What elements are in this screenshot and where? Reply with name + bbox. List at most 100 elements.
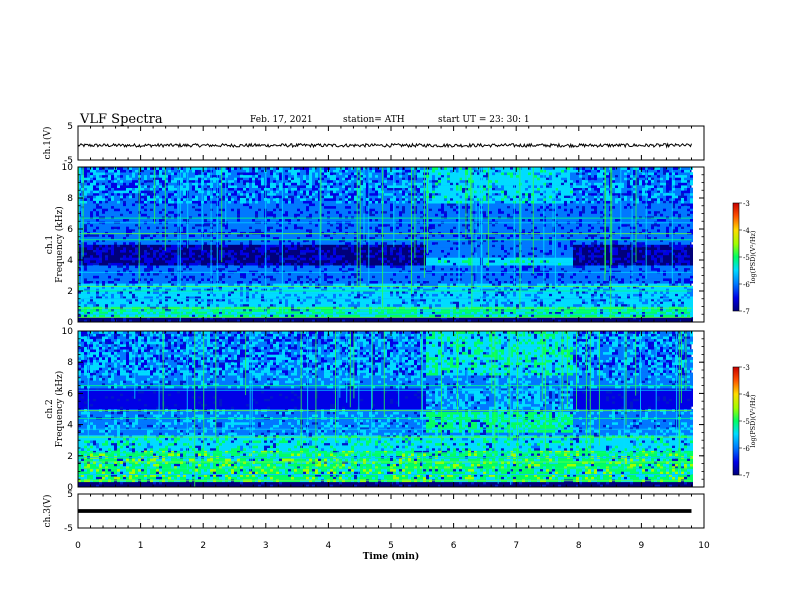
spectrogram-cell — [306, 234, 309, 238]
spectrogram-cell — [126, 174, 129, 178]
spectrogram-cell — [342, 174, 345, 178]
spectrogram-cell — [180, 208, 183, 212]
spectrogram-cell — [234, 174, 237, 178]
spectrogram-cell — [252, 223, 255, 227]
spectrogram-cell — [96, 265, 99, 269]
spectrogram-cell — [252, 257, 255, 261]
spectrogram-cell — [243, 167, 246, 170]
spectrogram-cell — [222, 288, 225, 292]
spectrogram-cell — [111, 200, 114, 204]
spectrogram-cell — [192, 265, 195, 269]
spectrogram-cell — [204, 198, 207, 201]
spectrogram-cell — [213, 303, 216, 307]
spectrogram-cell — [330, 213, 333, 217]
spectrogram-cell — [345, 301, 348, 305]
spectrogram-cell — [261, 293, 264, 297]
spectrogram-cell — [231, 198, 234, 201]
spectrogram-cell — [162, 174, 165, 178]
spectrogram-cell — [339, 254, 342, 258]
spectrogram-cell — [288, 301, 291, 305]
spectrogram-cell — [162, 280, 165, 284]
spectrogram-cell — [171, 311, 174, 315]
spectrogram-cell — [288, 296, 291, 300]
spectrogram-cell — [267, 301, 270, 305]
spectrogram-cell — [258, 254, 261, 258]
spectrogram-cell — [102, 280, 105, 284]
spectrogram-cell — [237, 285, 240, 289]
spectrogram-cell — [111, 267, 114, 271]
spectrogram-cell — [117, 174, 120, 178]
spectrogram-cell — [342, 216, 345, 219]
spectrogram-cell — [123, 182, 126, 186]
spectrogram-cell — [132, 182, 135, 186]
spectrogram-cell — [315, 216, 318, 219]
spectrogram-cell — [225, 291, 228, 294]
spectrogram-cell — [108, 252, 111, 256]
spectrogram-cell — [153, 314, 156, 318]
spectrogram-cell — [258, 301, 261, 305]
spectrogram-cell — [207, 283, 210, 287]
spectrogram-cell — [153, 301, 156, 305]
spectrogram-cell — [300, 190, 303, 194]
spectrogram-cell — [93, 182, 96, 186]
spectrogram-cell — [306, 298, 309, 302]
spectrogram-cell — [279, 283, 282, 287]
spectrogram-cell — [339, 179, 342, 183]
spectrogram-cell — [225, 309, 228, 312]
spectrogram-cell — [297, 316, 300, 320]
spectrogram-cell — [174, 285, 177, 289]
spectrogram-cell — [171, 187, 174, 191]
spectrogram-cell — [270, 296, 273, 300]
spectrogram-cell — [117, 203, 120, 207]
spectrogram-cell — [333, 296, 336, 300]
spectrogram-cell — [285, 216, 288, 219]
spectrogram-cell — [93, 314, 96, 318]
spectrogram-cell — [165, 169, 168, 173]
spectrogram-cell — [288, 260, 291, 263]
spectrogram-cell — [345, 285, 348, 289]
spectrogram-cell — [273, 192, 276, 196]
spectrogram-cell — [180, 236, 183, 240]
spectrogram-cell — [81, 296, 84, 300]
spectrogram-cell — [150, 303, 153, 307]
spectrogram-cell — [183, 254, 186, 258]
spectrogram-cell — [315, 185, 318, 188]
spectrogram-cell — [102, 278, 105, 281]
spectrogram-cell — [102, 265, 105, 269]
spectrogram-cell — [258, 285, 261, 289]
spectrogram-cell — [336, 210, 339, 214]
spectrogram-cell — [204, 239, 207, 243]
spectrogram-cell — [195, 205, 198, 209]
spectrogram-cell — [279, 187, 282, 191]
spectrogram-cell — [156, 190, 159, 194]
spectrogram-cell — [270, 244, 273, 248]
spectrogram-cell — [228, 229, 231, 232]
spectrogram-cell — [231, 236, 234, 240]
spectrogram-cell — [261, 229, 264, 232]
spectrogram-cell — [102, 236, 105, 240]
spectrogram-cell — [285, 265, 288, 269]
spectrogram-cell — [99, 195, 102, 199]
spectrogram-cell — [87, 278, 90, 281]
spectrogram-cell — [336, 195, 339, 199]
spectrogram-cell — [126, 179, 129, 183]
spectrogram-cell — [303, 200, 306, 204]
spectrogram-cell — [111, 249, 114, 253]
spectrogram-cell — [132, 298, 135, 302]
spectrogram-cell — [312, 314, 315, 318]
spectrogram-cell — [129, 231, 132, 235]
spectrogram-cell — [282, 247, 285, 250]
spectrogram-cell — [120, 182, 123, 186]
spectrogram-cell — [114, 285, 117, 289]
spectrogram-cell — [84, 203, 87, 207]
spectrogram-cell — [219, 316, 222, 320]
spectrogram-cell — [312, 203, 315, 207]
spectrogram-cell — [273, 210, 276, 214]
spectrogram-cell — [174, 278, 177, 281]
spectrogram-cell — [192, 260, 195, 263]
spectrogram-cell — [114, 195, 117, 199]
spectrogram-cell — [114, 254, 117, 258]
spectrogram-cell — [174, 270, 177, 274]
spectrogram-cell — [339, 257, 342, 261]
spectrogram-cell — [234, 216, 237, 219]
